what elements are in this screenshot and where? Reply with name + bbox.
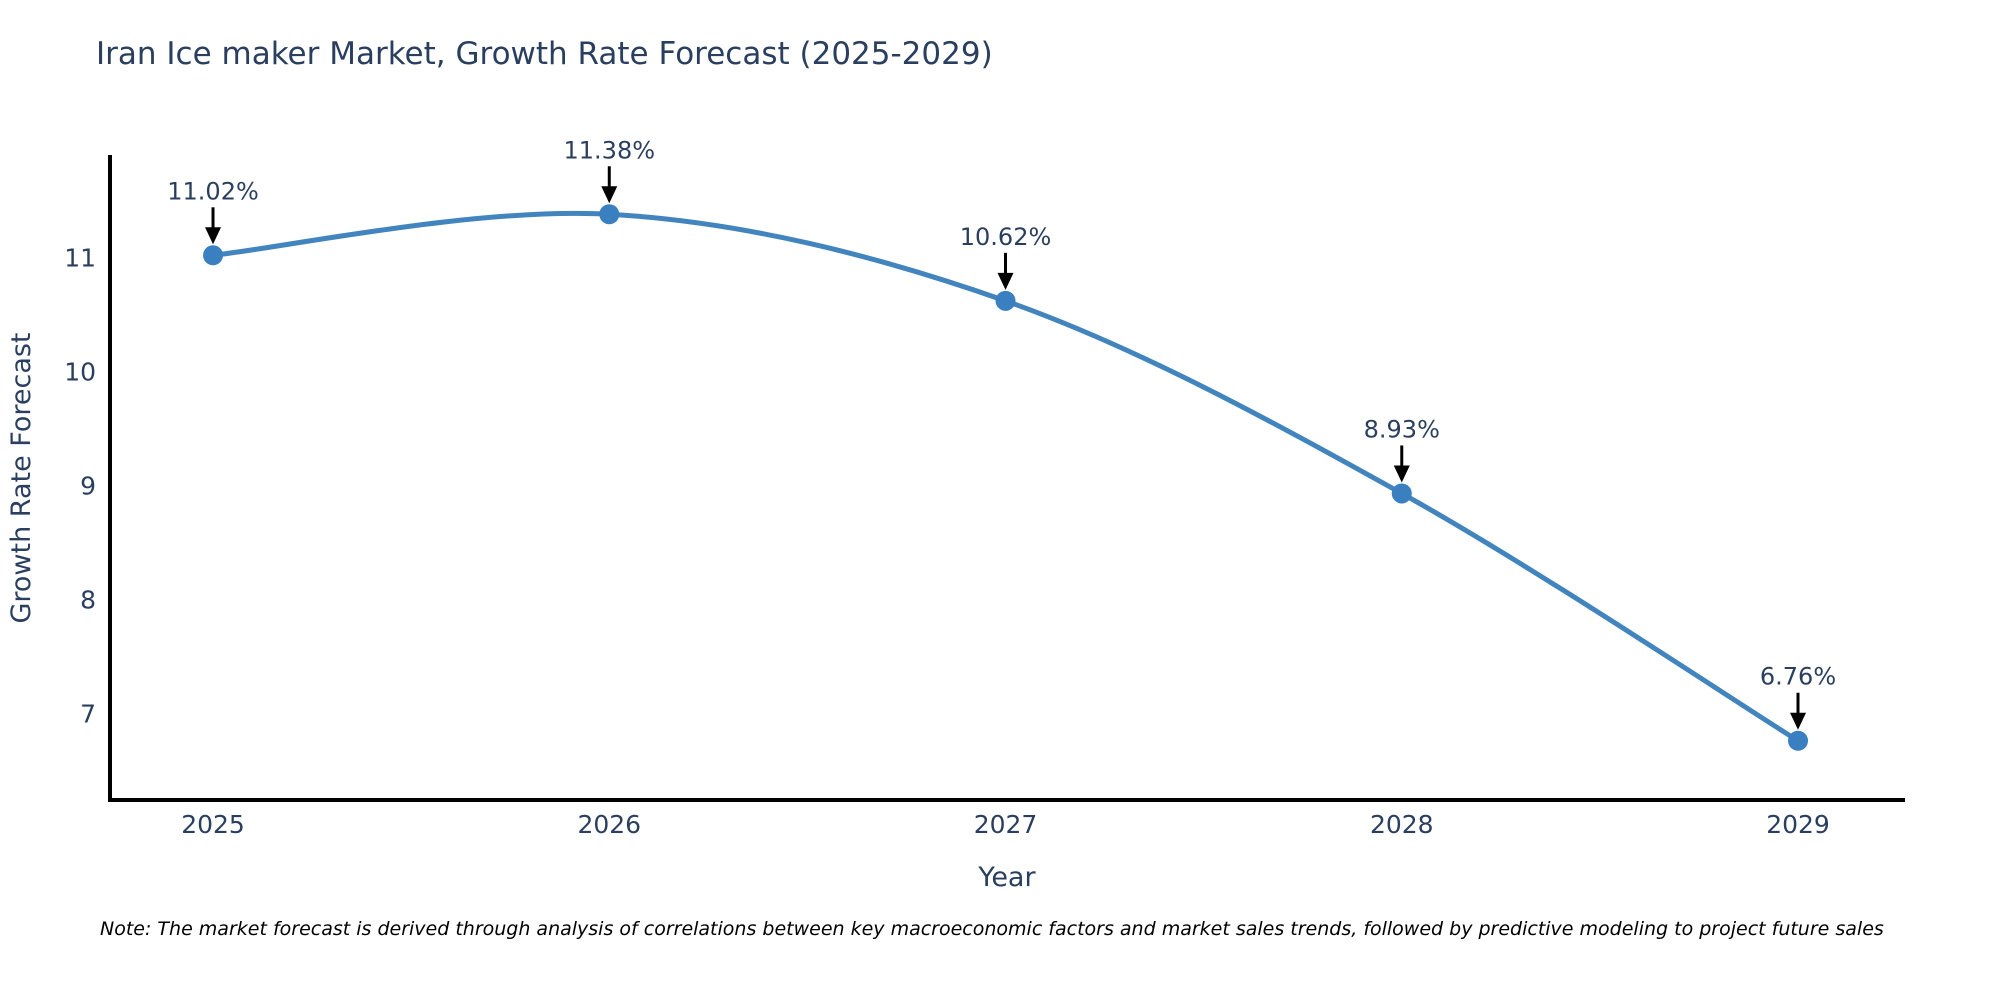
x-tick-label: 2027 — [974, 810, 1038, 839]
data-point-2027[interactable] — [995, 290, 1016, 311]
data-point-2028[interactable] — [1391, 483, 1412, 504]
y-tick-label: 8 — [80, 585, 96, 614]
annotation-arrowhead-icon — [205, 227, 222, 245]
data-point-2029[interactable] — [1788, 730, 1809, 751]
point-value-label: 11.02% — [167, 177, 259, 205]
x-tick-label: 2028 — [1370, 810, 1434, 839]
x-tick-label: 2025 — [181, 810, 245, 839]
chart-title: Iran Ice maker Market, Growth Rate Forec… — [96, 36, 993, 72]
y-tick-label: 9 — [80, 471, 96, 500]
footnote: Note: The market forecast is derived thr… — [100, 918, 1884, 940]
x-tick-label: 2029 — [1766, 810, 1830, 839]
point-value-label: 6.76% — [1760, 663, 1836, 691]
x-tick-label: 2026 — [577, 810, 641, 839]
annotation-arrowhead-icon — [601, 186, 618, 204]
y-axis-title: Growth Rate Forecast — [6, 332, 37, 623]
point-value-label: 8.93% — [1364, 415, 1440, 443]
data-point-2026[interactable] — [599, 204, 620, 225]
point-value-label: 11.38% — [564, 136, 656, 164]
plot-layer: 7 8 9 10 11 2025 2026 2027 2028 2029 11.02% 11.38% 1… — [64, 136, 1905, 839]
annotation-arrowhead-icon — [997, 272, 1014, 290]
point-value-label: 10.62% — [960, 223, 1052, 251]
y-tick-label: 7 — [80, 699, 96, 728]
y-tick-label: 10 — [64, 358, 96, 387]
annotation-arrowhead-icon — [1393, 465, 1410, 483]
y-tick-label: 11 — [64, 244, 96, 273]
data-point-2025[interactable] — [203, 245, 224, 266]
x-axis-title: Year — [977, 862, 1036, 893]
annotation-arrowhead-icon — [1790, 712, 1807, 730]
